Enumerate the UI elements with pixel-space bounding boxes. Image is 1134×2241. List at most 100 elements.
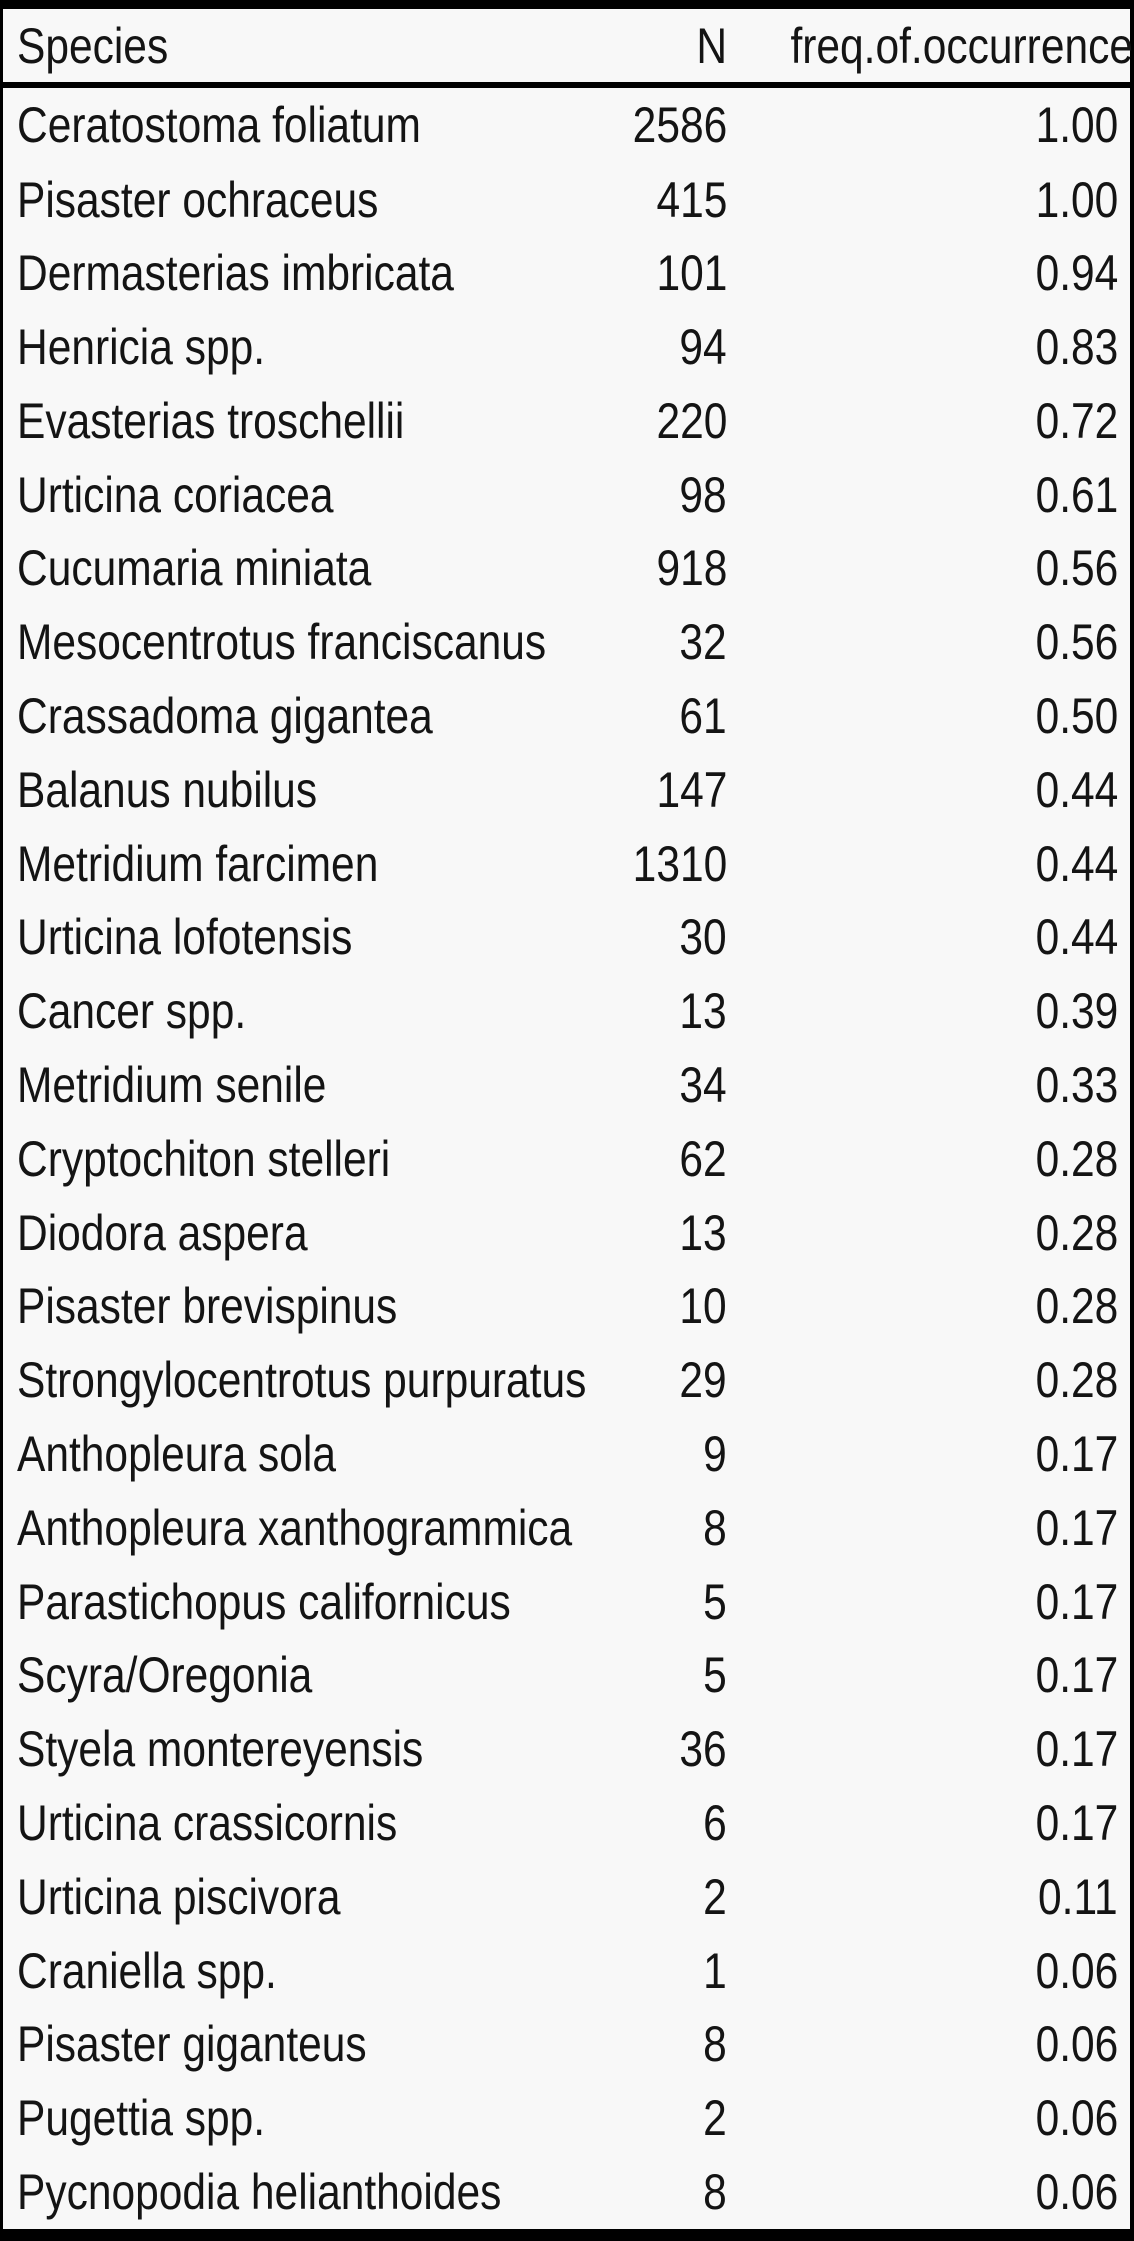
species-cell-text: Ceratostoma foliatum — [17, 97, 421, 154]
freq-cell-text: 0.44 — [1035, 761, 1118, 818]
n-cell: 8 — [610, 2155, 730, 2229]
n-cell-text: 415 — [656, 171, 727, 228]
n-cell: 2 — [610, 1860, 730, 1934]
n-cell: 147 — [610, 753, 730, 827]
species-cell: Diodora aspera — [3, 1196, 610, 1270]
species-cell-text: Balanus nubilus — [17, 761, 318, 818]
species-cell-text: Scyra/Oregonia — [17, 1647, 313, 1704]
freq-cell: 0.17 — [730, 1712, 1130, 1786]
freq-cell-text: 0.17 — [1035, 1647, 1118, 1704]
n-cell-text: 61 — [679, 688, 727, 745]
species-cell-text: Diodora aspera — [17, 1204, 308, 1261]
freq-cell-text: 0.17 — [1035, 1426, 1118, 1483]
species-cell-text: Metridium senile — [17, 1057, 327, 1114]
species-cell: Cancer spp. — [3, 974, 610, 1048]
species-cell: Crassadoma gigantea — [3, 679, 610, 753]
n-cell: 34 — [610, 1048, 730, 1122]
species-cell: Mesocentrotus franciscanus — [3, 605, 610, 679]
table-row: Craniella spp. 1 0.06 — [3, 1934, 1130, 2008]
freq-cell: 1.00 — [730, 163, 1130, 237]
table-row: Mesocentrotus franciscanus 32 0.56 — [3, 605, 1130, 679]
table-header-row: Species N freq.of.occurrence — [3, 9, 1133, 85]
n-cell-text: 10 — [679, 1278, 727, 1335]
freq-cell: 0.06 — [730, 2155, 1130, 2229]
species-cell-text: Crassadoma gigantea — [17, 688, 433, 745]
n-cell-text: 8 — [703, 1499, 727, 1556]
species-cell: Urticina piscivora — [3, 1860, 610, 1934]
n-cell-text: 220 — [656, 392, 727, 449]
n-cell-text: 9 — [703, 1426, 727, 1483]
species-cell: Pycnopodia helianthoides — [3, 2155, 610, 2229]
species-cell-text: Urticina coriacea — [17, 466, 334, 523]
species-cell: Dermasterias imbricata — [3, 236, 610, 310]
table-row: Henricia spp. 94 0.83 — [3, 310, 1130, 384]
freq-cell-text: 0.44 — [1035, 835, 1118, 892]
species-cell: Urticina crassicornis — [3, 1786, 610, 1860]
freq-cell: 1.00 — [730, 85, 1130, 163]
freq-cell: 0.17 — [730, 1417, 1130, 1491]
species-cell: Metridium senile — [3, 1048, 610, 1122]
table-row: Cucumaria miniata 918 0.56 — [3, 532, 1130, 606]
freq-cell: 0.28 — [730, 1343, 1130, 1417]
species-cell: Urticina lofotensis — [3, 901, 610, 975]
freq-cell: 0.44 — [730, 753, 1130, 827]
species-cell: Anthopleura xanthogrammica — [3, 1491, 610, 1565]
freq-cell: 0.56 — [730, 532, 1130, 606]
freq-cell: 0.44 — [730, 827, 1130, 901]
freq-cell-text: 0.17 — [1035, 1573, 1118, 1630]
species-cell: Ceratostoma foliatum — [3, 85, 610, 163]
n-cell-text: 1310 — [632, 835, 727, 892]
species-cell: Craniella spp. — [3, 1934, 610, 2008]
species-cell-text: Anthopleura xanthogrammica — [17, 1499, 573, 1556]
freq-cell-text: 0.56 — [1035, 614, 1118, 671]
freq-cell: 0.06 — [730, 2081, 1130, 2155]
table-row: Styela montereyensis 36 0.17 — [3, 1712, 1130, 1786]
n-cell-text: 918 — [656, 540, 727, 597]
species-cell-text: Cryptochiton stelleri — [17, 1130, 391, 1187]
freq-cell: 0.61 — [730, 458, 1130, 532]
table-row: Pisaster giganteus 8 0.06 — [3, 2008, 1130, 2082]
table-row: Scyra/Oregonia 5 0.17 — [3, 1639, 1130, 1713]
col-header-species-label: Species — [17, 17, 169, 74]
table-row: Parastichopus californicus 5 0.17 — [3, 1565, 1130, 1639]
freq-cell: 0.17 — [730, 1639, 1130, 1713]
n-cell: 13 — [610, 1196, 730, 1270]
n-cell-text: 34 — [679, 1057, 727, 1114]
species-cell-text: Parastichopus californicus — [17, 1573, 511, 1630]
species-cell: Urticina coriacea — [3, 458, 610, 532]
n-cell-text: 30 — [679, 909, 727, 966]
freq-cell-text: 0.06 — [1035, 1942, 1118, 1999]
freq-cell-text: 0.72 — [1035, 392, 1118, 449]
table-row: Evasterias troschellii 220 0.72 — [3, 384, 1130, 458]
freq-cell-text: 0.28 — [1035, 1352, 1118, 1409]
species-cell: Metridium farcimen — [3, 827, 610, 901]
species-cell: Anthopleura sola — [3, 1417, 610, 1491]
n-cell: 220 — [610, 384, 730, 458]
col-header-freq: freq.of.occurrence — [730, 9, 1133, 85]
species-cell-text: Anthopleura sola — [17, 1426, 336, 1483]
freq-cell-text: 1.00 — [1035, 97, 1118, 154]
table-row: Metridium senile 34 0.33 — [3, 1048, 1130, 1122]
table-row: Balanus nubilus 147 0.44 — [3, 753, 1130, 827]
n-cell: 5 — [610, 1565, 730, 1639]
table-row: Crassadoma gigantea 61 0.50 — [3, 679, 1130, 753]
freq-cell-text: 0.17 — [1035, 1795, 1118, 1852]
n-cell: 94 — [610, 310, 730, 384]
species-cell-text: Pugettia spp. — [17, 2090, 266, 2147]
n-cell-text: 101 — [656, 245, 727, 302]
species-cell-text: Evasterias troschellii — [17, 392, 405, 449]
freq-cell-text: 0.17 — [1035, 1721, 1118, 1778]
species-cell-text: Pycnopodia helianthoides — [17, 2164, 502, 2221]
n-cell-text: 98 — [679, 466, 727, 523]
freq-cell-text: 0.06 — [1035, 2016, 1118, 2073]
freq-cell-text: 0.28 — [1035, 1278, 1118, 1335]
species-cell: Pisaster giganteus — [3, 2008, 610, 2082]
freq-cell: 0.17 — [730, 1786, 1130, 1860]
n-cell-text: 8 — [703, 2164, 727, 2221]
freq-cell-text: 0.06 — [1035, 2164, 1118, 2221]
freq-cell-text: 0.28 — [1035, 1204, 1118, 1261]
n-cell: 29 — [610, 1343, 730, 1417]
table-row: Strongylocentrotus purpuratus 29 0.28 — [3, 1343, 1130, 1417]
table-row: Ceratostoma foliatum 2586 1.00 — [3, 85, 1130, 163]
n-cell-text: 29 — [679, 1352, 727, 1409]
